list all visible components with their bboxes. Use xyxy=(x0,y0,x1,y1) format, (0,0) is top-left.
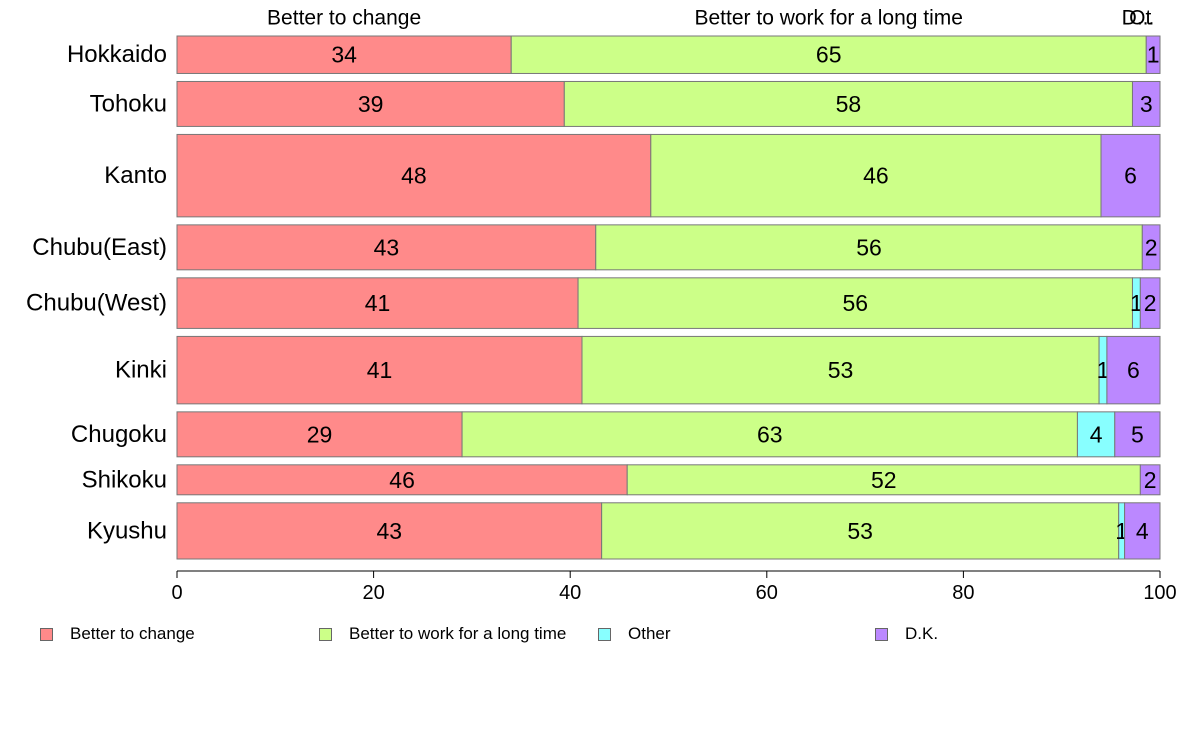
bar-tohoku-better-to-change xyxy=(176,80,565,127)
legend-swatch-better-to-change xyxy=(40,627,53,641)
bar-chubu-west-better-to-change xyxy=(176,277,579,329)
legend-item-d-k: D.K. xyxy=(875,624,938,644)
legend-item-better-to-change: Better to change xyxy=(40,624,195,644)
legend-swatch-d-k xyxy=(875,627,888,641)
data-label-chugoku-d-k: 5 xyxy=(1131,421,1144,447)
bar-shikoku-better-to-work-for-a-long-time xyxy=(626,464,1141,496)
bar-chugoku-d-k xyxy=(1114,411,1161,458)
legend-item-better-to-work-for-a-long-time: Better to work for a long time xyxy=(319,624,566,644)
data-label-tohoku-better-to-work-for-a-long-time: 58 xyxy=(836,91,862,117)
x-axis: 0 20 40 60 80 100 xyxy=(171,570,1177,604)
row-label-kinki: Kinki xyxy=(115,357,167,384)
bar-hokkaido-better-to-work-for-a-long-time xyxy=(510,35,1147,74)
bar-chubu-east-better-to-change xyxy=(176,224,597,271)
data-label-tohoku-d-k: 3 xyxy=(1140,91,1153,117)
data-label-kinki-other: 1 xyxy=(1097,357,1110,383)
row-label-chugoku: Chugoku xyxy=(71,421,167,448)
legend-label-better-to-work-for-a-long-time: Better to work for a long time xyxy=(349,624,567,643)
data-label-kinki-d-k: 6 xyxy=(1127,357,1140,383)
data-label-chubu-west-other: 1 xyxy=(1130,290,1143,316)
segment-header-better-to-work-for-a-long-time: Better to work for a long time xyxy=(695,7,963,30)
bar-chugoku-better-to-change xyxy=(176,411,463,458)
x-tick-label-0: 0 xyxy=(171,582,182,604)
legend-label-d-k: D.K. xyxy=(905,624,939,643)
bar-chubu-west-better-to-work-for-a-long-time xyxy=(577,277,1133,329)
legend-swatch-better-to-work-for-a-long-time xyxy=(319,627,332,641)
data-label-shikoku-better-to-change: 46 xyxy=(389,467,415,493)
segment-header-labels: Better to change Better to work for a lon… xyxy=(267,7,1154,30)
bar-kinki-better-to-change xyxy=(176,335,583,405)
x-tick-label-80: 80 xyxy=(952,582,974,604)
data-label-kinki-better-to-work-for-a-long-time: 53 xyxy=(828,357,854,383)
data-label-chubu-east-d-k: 2 xyxy=(1145,234,1158,260)
x-tick-label-60: 60 xyxy=(756,582,778,604)
segment-header-better-to-change: Better to change xyxy=(267,7,421,30)
legend-swatch-other xyxy=(598,627,611,641)
bar-chubu-east-d-k xyxy=(1141,224,1161,271)
legend-label-other: Other xyxy=(628,624,671,643)
row-label-shikoku: Shikoku xyxy=(82,466,167,493)
data-label-kyushu-d-k: 4 xyxy=(1136,518,1149,544)
bar-tohoku-better-to-work-for-a-long-time xyxy=(563,80,1133,127)
row-label-chubu-west: Chubu(West) xyxy=(26,290,167,317)
bar-chubu-east-better-to-work-for-a-long-time xyxy=(595,224,1143,271)
data-label-chubu-east-better-to-work-for-a-long-time: 56 xyxy=(856,234,882,260)
row-label-kanto: Kanto xyxy=(104,162,167,189)
x-tick-label-20: 20 xyxy=(362,582,384,604)
data-label-chubu-east-better-to-change: 43 xyxy=(374,234,400,260)
bar-kyushu-better-to-change xyxy=(176,502,603,560)
row-label-kyushu: Kyushu xyxy=(87,517,167,544)
segment-header-d-k: D... xyxy=(1122,7,1155,30)
row-label-chubu-east: Chubu(East) xyxy=(32,234,167,261)
data-label-hokkaido-better-to-change: 34 xyxy=(331,42,357,68)
data-label-chugoku-better-to-work-for-a-long-time: 63 xyxy=(757,421,783,447)
data-label-kanto-better-to-change: 48 xyxy=(401,163,427,189)
data-label-hokkaido-better-to-work-for-a-long-time: 65 xyxy=(816,42,842,68)
data-label-shikoku-d-k: 2 xyxy=(1144,467,1157,493)
data-label-shikoku-better-to-work-for-a-long-time: 52 xyxy=(871,467,897,493)
segment-header-other: Ot xyxy=(1129,7,1151,30)
legend-label-better-to-change: Better to change xyxy=(70,624,195,643)
data-label-kanto-better-to-work-for-a-long-time: 46 xyxy=(863,163,889,189)
bar-kinki-d-k xyxy=(1106,335,1161,405)
x-tick-label-40: 40 xyxy=(559,582,581,604)
bar-chubu-west-d-k xyxy=(1139,277,1161,329)
bar-shikoku-d-k xyxy=(1139,464,1161,496)
bar-kinki-better-to-work-for-a-long-time xyxy=(581,335,1100,405)
x-tick-label-100: 100 xyxy=(1143,582,1176,604)
row-label-tohoku: Tohoku xyxy=(90,90,167,117)
bar-kanto-d-k xyxy=(1100,133,1161,218)
data-label-kinki-better-to-change: 41 xyxy=(367,357,393,383)
bar-chugoku-better-to-work-for-a-long-time xyxy=(461,411,1078,458)
bar-kanto-better-to-work-for-a-long-time xyxy=(650,133,1102,218)
stacked-bar-chart: Better to change Better to work for a lon… xyxy=(26,7,1177,605)
row-label-hokkaido: Hokkaido xyxy=(67,41,167,68)
data-label-kyushu-better-to-work-for-a-long-time: 53 xyxy=(847,518,873,544)
bar-chugoku-other xyxy=(1076,411,1116,458)
data-label-chubu-west-better-to-work-for-a-long-time: 56 xyxy=(842,290,868,316)
legend-item-other: Other xyxy=(598,624,671,644)
legend: Better to change Better to work for a lon… xyxy=(0,624,1188,648)
data-label-chubu-west-better-to-change: 41 xyxy=(365,290,391,316)
data-label-chubu-west-d-k: 2 xyxy=(1144,290,1157,316)
data-label-hokkaido-d-k: 1 xyxy=(1147,42,1160,68)
bar-kanto-better-to-change xyxy=(176,133,652,218)
data-label-kanto-d-k: 6 xyxy=(1124,163,1137,189)
data-label-chugoku-better-to-change: 29 xyxy=(307,421,333,447)
data-label-chugoku-other: 4 xyxy=(1090,421,1103,447)
bar-tohoku-d-k xyxy=(1131,80,1161,127)
bar-hokkaido-d-k xyxy=(1145,35,1161,74)
data-label-kyushu-better-to-change: 43 xyxy=(377,518,403,544)
bar-kyushu-d-k xyxy=(1124,502,1161,560)
data-label-tohoku-better-to-change: 39 xyxy=(358,91,384,117)
